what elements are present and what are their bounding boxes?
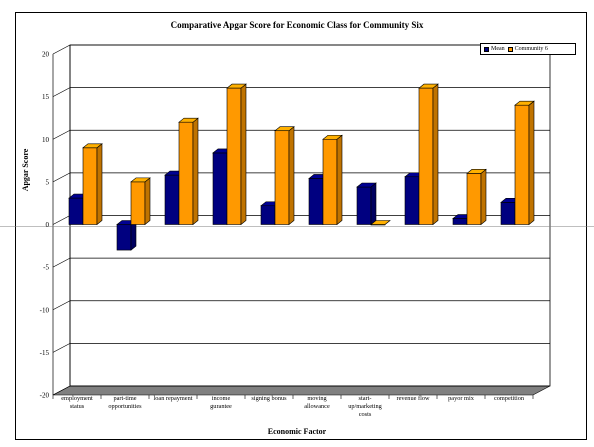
bar-front [82,147,98,225]
bar-front [260,205,276,225]
chart-title: Comparative Apgar Score for Economic Cla… [170,20,424,30]
chart-bars [68,83,535,251]
bar-front [164,174,180,225]
legend-swatch-community-6 [507,46,513,52]
gridline-side-minus-15 [52,343,71,353]
bar-community-6-employment-status [82,143,103,226]
x-tick-label-competition: competition [494,395,525,402]
bar-side [336,134,343,226]
chart-floor [52,385,551,396]
x-tick-label-part-time-opportunities: part-time opportunities [108,395,142,410]
bar-mean-part-time-opportunities [116,219,137,251]
bar-side [288,126,295,226]
bar-top [322,134,343,140]
bar-top [274,126,295,132]
bar-side [96,143,103,226]
bar-top [226,83,247,89]
y-tick-label: -15 [40,349,50,357]
bar-side [130,219,137,251]
bar-top [82,143,103,149]
bar-front [178,121,194,225]
bar-front [466,173,482,225]
gridline-side-5 [52,172,71,183]
gridline-side-minus-5 [52,257,71,268]
bar-side [240,83,247,226]
y-tick-label: 20 [42,51,50,59]
bar-community-6-competition [514,100,535,226]
gridline-side-minus-20 [52,385,71,396]
gridline-side-0 [52,215,71,225]
bar-community-6-income-gurantee [226,83,247,226]
chart-frame [15,12,587,440]
x-tick-label-payor-mix: payor mix [448,395,475,402]
bar-side [432,83,439,226]
bar-side [480,168,487,226]
bar-side [192,117,199,226]
bar-front [226,87,242,225]
x-tick-label-revenue-flow: revenue flow [396,395,429,402]
bar-top [130,177,151,183]
bar-top [466,169,487,174]
x-tick-label-employment-status: employment status [61,395,93,410]
y-axis-label: Apgar Score [21,148,30,192]
bar-front [500,202,516,225]
bar-side [144,177,151,226]
bar-community-6-start-up-marketing-costs [370,220,391,226]
legend-label-community-6: Community 6 [514,46,548,52]
x-axis-label: Economic Factor [267,427,327,436]
bar-mean-start-up-marketing-costs [356,182,377,226]
bar-side [370,182,377,226]
bar-front [514,104,530,225]
y-tick-label: 5 [46,178,50,186]
y-tick-label: -10 [40,306,50,314]
bar-front [116,224,132,251]
bar-community-6-payor-mix [466,168,487,226]
chart-gridlines [0,44,594,396]
bar-community-6-loan-repayment [178,117,199,226]
bar-community-6-revenue-flow [418,83,439,226]
bar-side [528,100,535,226]
bar-front [68,197,84,225]
chart-legend: Mean Community 6 [480,43,576,55]
bar-front [212,152,228,225]
x-tick-label-loan-repayment: loan repayment [154,395,193,402]
legend-item-community-6: Community 6 [507,46,548,52]
bar-front [404,176,420,225]
legend-label-mean: Mean [491,46,505,52]
chart-floor-plane [52,385,551,396]
legend-item-mean: Mean [484,46,505,52]
legend-swatch-mean [484,46,489,52]
x-tick-label-signing-bonus: signing bonus [251,395,287,402]
bar-front [322,138,338,225]
y-tick-label: 15 [42,93,50,101]
gridline-side-10 [52,129,71,140]
bar-front [308,178,324,225]
bar-top [418,83,439,89]
bar-community-6-moving-allowance [322,134,343,226]
x-tick-label-start-up-marketing-costs: start-up/marketing costs [348,395,382,418]
y-tick-label: 10 [42,136,50,144]
y-tick-label: 0 [46,221,50,229]
bar-front [356,186,372,225]
y-tick-label: -20 [40,392,50,400]
bar-front [452,218,468,225]
bar-top [370,220,391,225]
bar-front [130,181,146,225]
gridline-side-15 [52,87,71,97]
bar-front [274,130,290,225]
bar-top [178,117,199,123]
gridline-side-20 [52,44,71,55]
bar-community-6-signing-bonus [274,126,295,226]
bar-front [418,87,434,225]
x-tick-label-moving-allowance: moving allowance [304,395,330,410]
bar-top [514,100,535,106]
gridline-side-minus-10 [52,300,71,311]
y-tick-label: -5 [43,264,49,272]
bar-community-6-part-time-opportunities [130,177,151,226]
chart-ticks: -20 -15 -10 -5 0 5 10 15 20 employment status part-… [40,51,534,418]
x-tick-label-income-gurantee: income gurantee [210,395,232,410]
bar-top [356,182,377,188]
